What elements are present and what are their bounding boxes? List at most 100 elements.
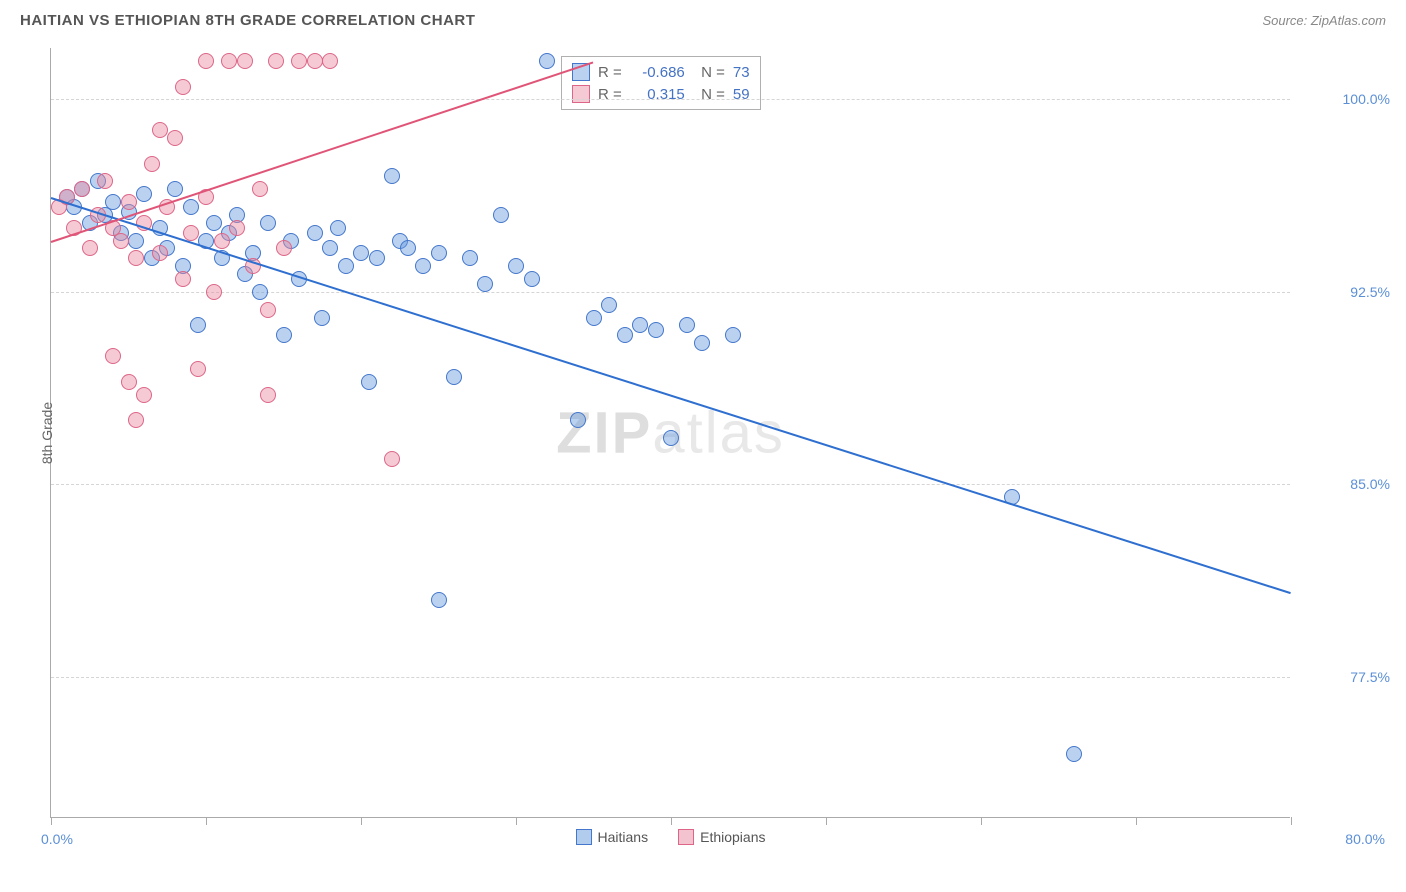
chart-source: Source: ZipAtlas.com [1262,13,1386,28]
y-tick-label: 77.5% [1300,669,1390,685]
data-point [322,53,338,69]
gridline [51,677,1290,678]
data-point [198,53,214,69]
data-point [167,130,183,146]
stat-n-value: 73 [733,64,750,81]
data-point [260,387,276,403]
data-point [322,240,338,256]
y-tick-label: 92.5% [1300,284,1390,300]
x-tick [1136,817,1137,825]
data-point [229,220,245,236]
stats-row: R = 0.315 N = 59 [572,83,750,105]
data-point [353,245,369,261]
data-point [493,207,509,223]
data-point [601,297,617,313]
data-point [121,194,137,210]
data-point [237,53,253,69]
data-point [82,240,98,256]
trend-line [51,61,594,243]
data-point [586,310,602,326]
data-point [74,181,90,197]
data-point [725,327,741,343]
data-point [136,387,152,403]
data-point [144,156,160,172]
data-point [431,245,447,261]
data-point [1066,746,1082,762]
gridline [51,99,1290,100]
data-point [330,220,346,236]
data-point [97,173,113,189]
scatter-chart: 8th Grade ZIPatlas 0.0% 80.0% HaitiansEt… [50,48,1290,818]
x-tick [981,817,982,825]
data-point [384,451,400,467]
x-tick [516,817,517,825]
data-point [252,284,268,300]
y-axis-title: 8th Grade [39,401,55,463]
chart-header: HAITIAN VS ETHIOPIAN 8TH GRADE CORRELATI… [0,0,1406,37]
legend-item: Haitians [576,829,649,845]
data-point [307,53,323,69]
data-point [128,233,144,249]
data-point [260,302,276,318]
x-tick [361,817,362,825]
data-point [369,250,385,266]
y-tick-label: 100.0% [1300,91,1390,107]
data-point [268,53,284,69]
data-point [632,317,648,333]
trend-line [51,197,1292,594]
stat-label: N = [693,64,725,81]
data-point [384,168,400,184]
data-point [175,79,191,95]
data-point [524,271,540,287]
stats-row: R = -0.686 N = 73 [572,61,750,83]
data-point [113,233,129,249]
data-point [477,276,493,292]
data-point [648,322,664,338]
data-point [190,361,206,377]
legend-label: Haitians [598,829,649,845]
data-point [152,245,168,261]
data-point [121,374,137,390]
data-point [508,258,524,274]
gridline [51,484,1290,485]
data-point [617,327,633,343]
data-point [314,310,330,326]
data-point [206,215,222,231]
legend-item: Ethiopians [678,829,765,845]
chart-title: HAITIAN VS ETHIOPIAN 8TH GRADE CORRELATI… [20,12,475,29]
legend-swatch [678,829,694,845]
data-point [167,181,183,197]
data-point [190,317,206,333]
data-point [183,199,199,215]
data-point [694,335,710,351]
data-point [539,53,555,69]
x-tick [1291,817,1292,825]
x-axis-min-label: 0.0% [41,831,73,847]
bottom-legend: Haitians Ethiopians [576,829,766,845]
data-point [183,225,199,241]
data-point [128,412,144,428]
data-point [415,258,431,274]
x-tick [206,817,207,825]
data-point [462,250,478,266]
x-axis-max-label: 80.0% [1345,831,1385,847]
data-point [221,53,237,69]
legend-swatch [576,829,592,845]
legend-label: Ethiopians [700,829,765,845]
data-point [679,317,695,333]
data-point [136,186,152,202]
data-point [152,122,168,138]
data-point [361,374,377,390]
data-point [307,225,323,241]
data-point [431,592,447,608]
data-point [175,271,191,287]
data-point [338,258,354,274]
y-tick-label: 85.0% [1300,476,1390,492]
gridline [51,292,1290,293]
data-point [214,233,230,249]
x-tick [826,817,827,825]
data-point [276,240,292,256]
data-point [663,430,679,446]
data-point [446,369,462,385]
x-tick [671,817,672,825]
